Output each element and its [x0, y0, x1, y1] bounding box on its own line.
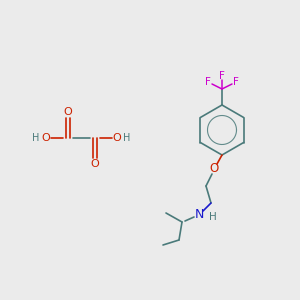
Text: F: F [219, 71, 225, 81]
Text: O: O [64, 107, 72, 117]
Text: O: O [91, 159, 99, 169]
Text: H: H [32, 133, 40, 143]
Text: N: N [194, 208, 204, 221]
Text: H: H [209, 212, 217, 222]
Text: O: O [209, 163, 219, 176]
Text: O: O [42, 133, 50, 143]
Text: H: H [123, 133, 131, 143]
Text: F: F [233, 77, 239, 87]
Text: F: F [205, 77, 211, 87]
Text: O: O [112, 133, 122, 143]
